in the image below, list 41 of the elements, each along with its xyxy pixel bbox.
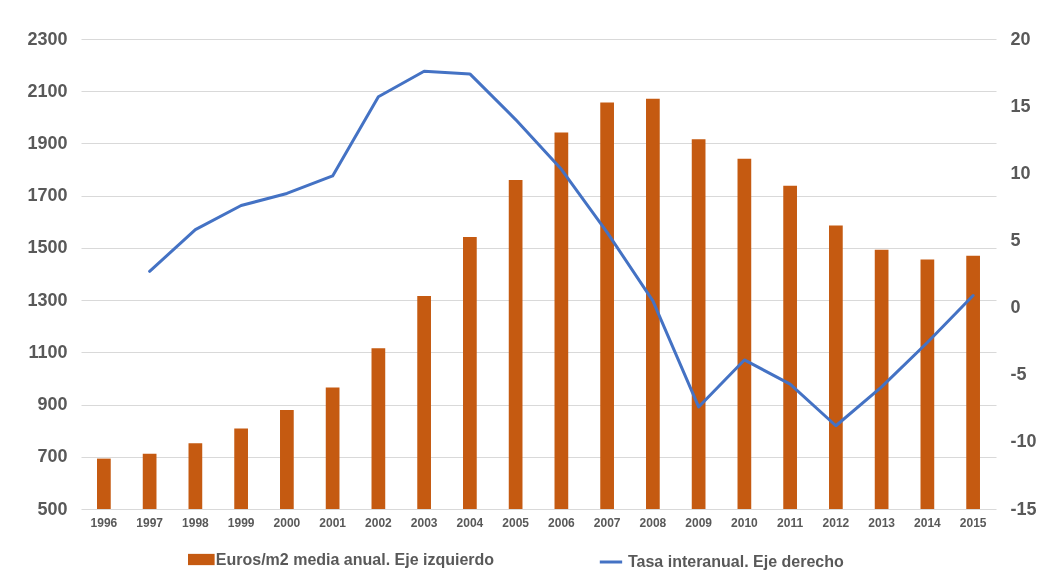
x-tick-label: 2012 bbox=[822, 515, 850, 530]
y-tick-label: 1700 bbox=[27, 185, 68, 206]
y2-tick-label: 5 bbox=[1010, 229, 1021, 250]
x-tick-label: 1997 bbox=[136, 515, 164, 530]
x-tick-label: 2004 bbox=[456, 515, 484, 530]
y2-tick-label: -10 bbox=[1010, 431, 1037, 452]
line-series bbox=[148, 69, 975, 428]
x-tick-label: 2008 bbox=[639, 515, 667, 530]
x-tick-label: 1999 bbox=[227, 515, 255, 530]
y2-tick-label: -5 bbox=[1010, 364, 1027, 385]
y2-tick-label: 20 bbox=[1010, 28, 1031, 49]
y2-tick-label: 0 bbox=[1010, 297, 1021, 318]
y-tick-label: 2100 bbox=[27, 80, 68, 101]
x-tick-label: 1996 bbox=[90, 515, 118, 530]
y2-tick-label: -15 bbox=[1010, 498, 1037, 519]
x-tick-label: 2014 bbox=[914, 515, 942, 530]
y-tick-label: 1300 bbox=[27, 289, 68, 310]
x-tick-label: 2005 bbox=[502, 515, 530, 530]
y-tick-label: 500 bbox=[37, 498, 68, 519]
x-tick-label: 2000 bbox=[273, 515, 301, 530]
y-tick-label: 2300 bbox=[27, 28, 68, 49]
y2-tick-label: 15 bbox=[1010, 95, 1031, 116]
x-tick-label: 2015 bbox=[959, 515, 987, 530]
x-tick-label: 2007 bbox=[593, 515, 621, 530]
legend-label: Euros/m2 media anual. Eje izquierdo bbox=[215, 550, 495, 568]
x-tick-label: 2009 bbox=[685, 515, 713, 530]
x-tick-label: 2013 bbox=[868, 515, 896, 530]
y-tick-label: 1900 bbox=[27, 132, 68, 153]
x-tick-label: 2010 bbox=[731, 515, 759, 530]
y-tick-label: 1500 bbox=[27, 237, 68, 258]
x-tick-label: 2011 bbox=[777, 515, 804, 530]
x-tick-label: 2001 bbox=[319, 515, 347, 530]
x-tick-label: 2006 bbox=[548, 515, 576, 530]
x-tick-label: 1998 bbox=[182, 515, 210, 530]
y-tick-label: 700 bbox=[37, 446, 68, 467]
x-tick-label: 2002 bbox=[365, 515, 393, 530]
y-tick-label: 900 bbox=[37, 394, 68, 415]
y2-tick-label: 10 bbox=[1010, 162, 1031, 183]
legend-label: Tasa interanual. Eje derecho bbox=[627, 553, 844, 570]
y-tick-label: 1100 bbox=[28, 341, 68, 362]
x-tick-label: 2003 bbox=[410, 515, 438, 530]
